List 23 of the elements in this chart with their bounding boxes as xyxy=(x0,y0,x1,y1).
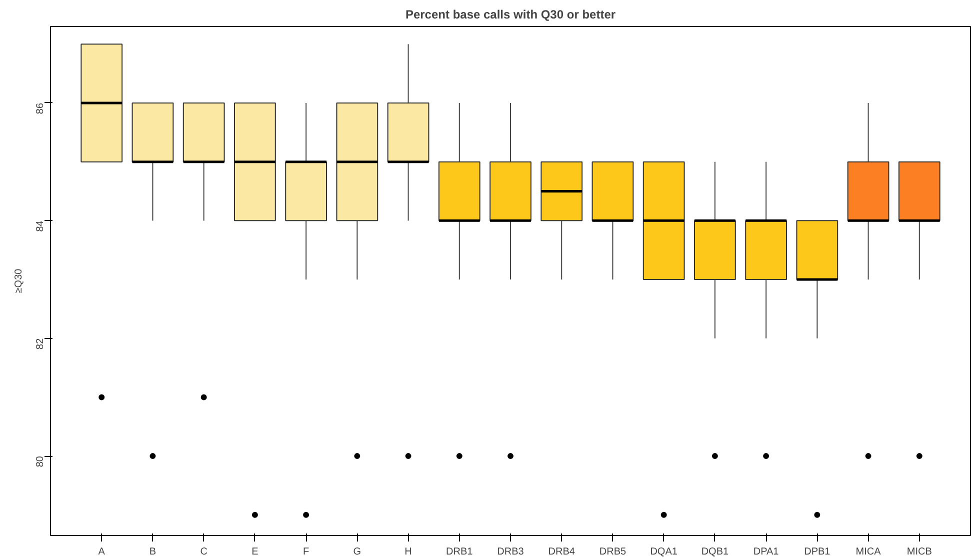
x-tick-label: H xyxy=(404,546,412,558)
x-tick-label: E xyxy=(252,546,259,558)
x-tick-label: MICA xyxy=(856,546,882,558)
x-tick-label: DQB1 xyxy=(701,546,729,558)
chart-title: Percent base calls with Q30 or better xyxy=(405,8,616,22)
y-tick-label: 82 xyxy=(35,338,46,350)
x-tick-label: DRB5 xyxy=(599,546,626,558)
y-tick-label: 84 xyxy=(35,220,46,232)
x-tick-label: DQA1 xyxy=(650,546,678,558)
x-tick-label: B xyxy=(149,546,156,558)
x-tick-label: DRB1 xyxy=(446,546,474,558)
y-tick-label: 80 xyxy=(35,456,46,468)
x-tick-label: F xyxy=(303,546,310,558)
x-tick-label: DPB1 xyxy=(804,546,831,558)
x-tick-label: A xyxy=(98,546,106,558)
x-tick-label: C xyxy=(200,546,208,558)
x-tick-label: DRB4 xyxy=(548,546,576,558)
x-tick-label: DRB3 xyxy=(497,546,524,558)
x-tick-label: G xyxy=(353,546,362,558)
x-tick-label: MICB xyxy=(906,546,932,558)
x-tick-label: DPA1 xyxy=(753,546,780,558)
y-axis-title: ≥Q30 xyxy=(14,268,24,294)
y-tick-label: 86 xyxy=(35,102,46,114)
